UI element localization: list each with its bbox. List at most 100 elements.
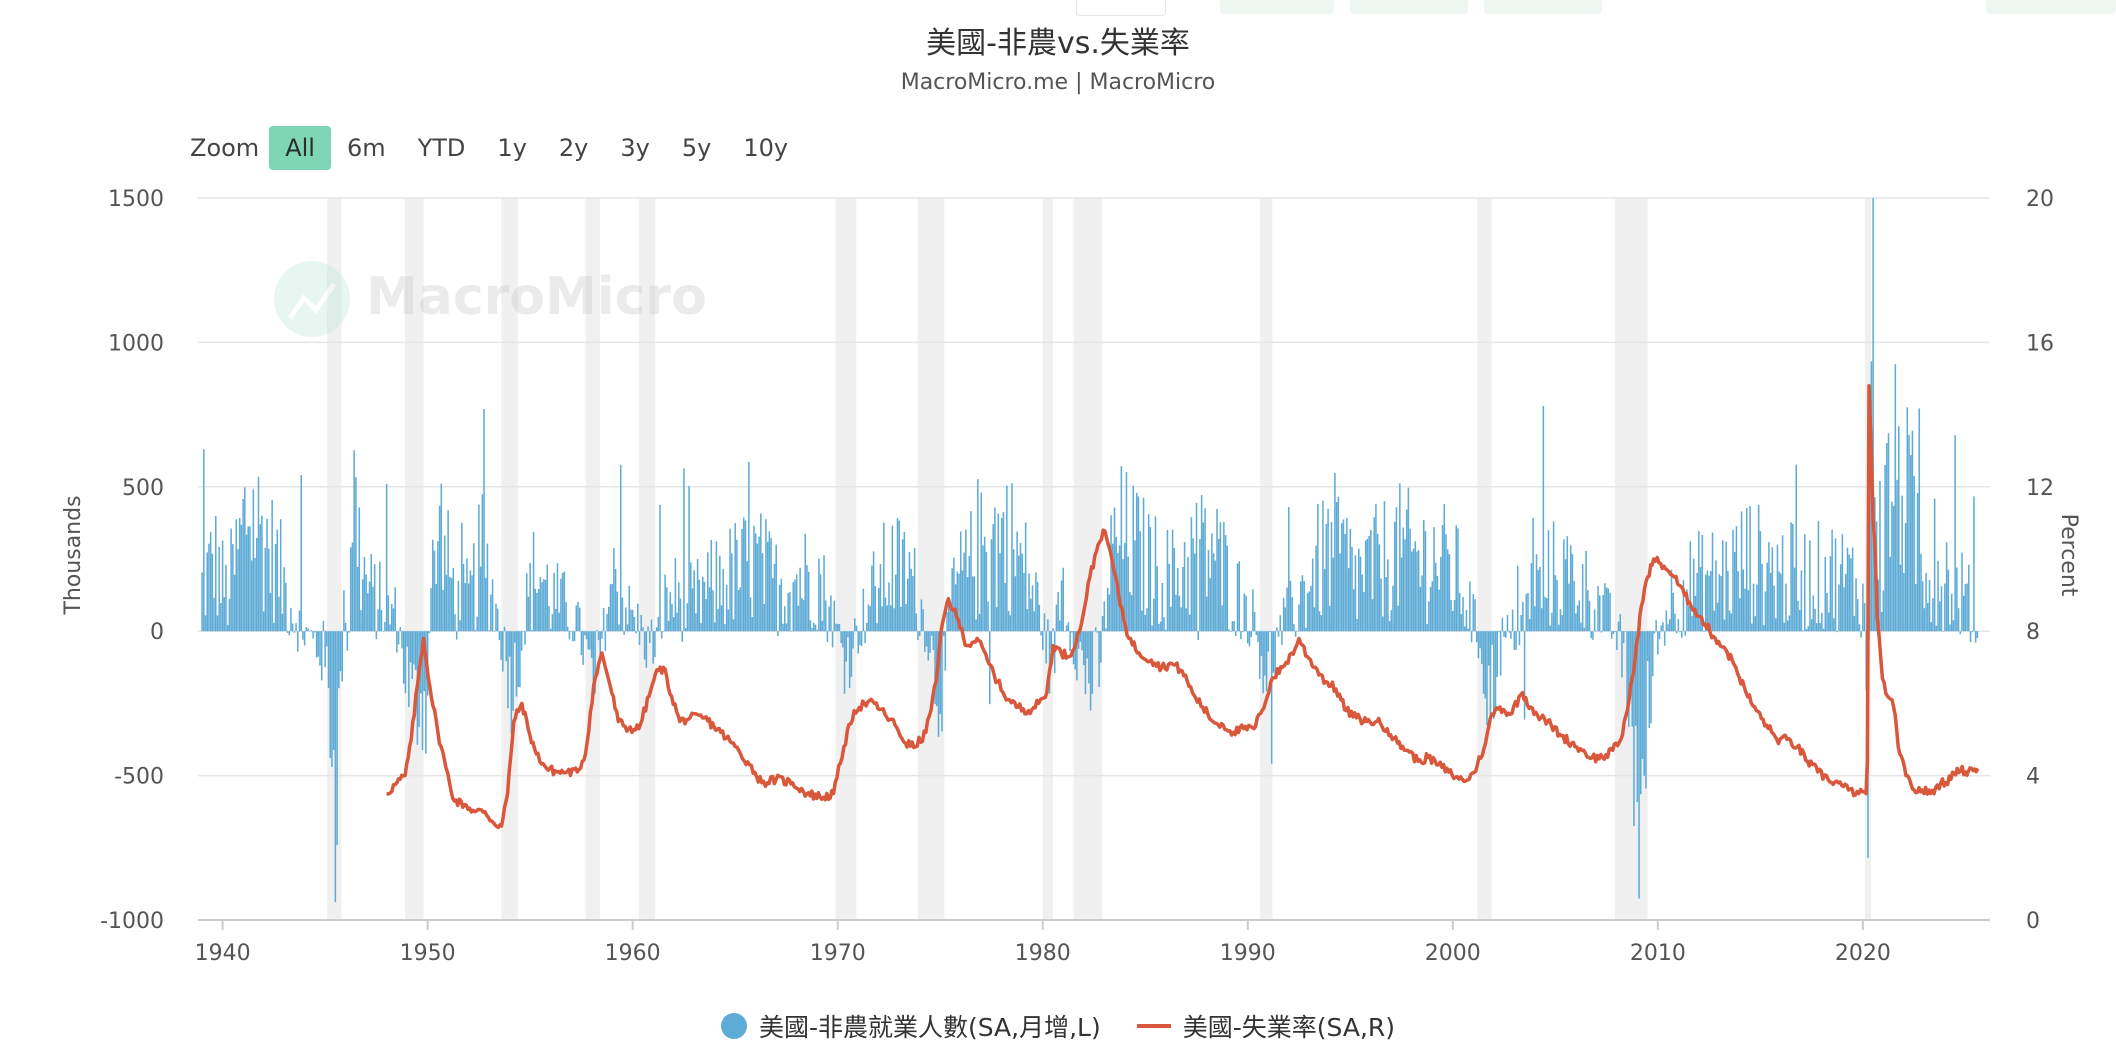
toolbar-button[interactable] bbox=[1220, 0, 1334, 14]
zoom-ytd-button[interactable]: YTD bbox=[417, 134, 466, 162]
payroll-bar bbox=[1098, 631, 1100, 687]
payroll-bar bbox=[963, 552, 965, 632]
payroll-bar bbox=[1916, 493, 1919, 632]
zoom-3y-button[interactable]: 3y bbox=[620, 134, 650, 162]
payroll-bar bbox=[666, 587, 668, 632]
payroll-bar bbox=[1949, 624, 1951, 632]
payroll-bar bbox=[865, 623, 868, 632]
payroll-bar bbox=[667, 620, 670, 632]
payroll-bar bbox=[1585, 550, 1587, 632]
toolbar-button[interactable] bbox=[1986, 0, 2116, 14]
payroll-bar bbox=[1551, 612, 1553, 632]
payroll-bar bbox=[760, 513, 762, 632]
payroll-bar bbox=[1713, 610, 1715, 632]
payroll-bar bbox=[731, 553, 733, 632]
payroll-bar bbox=[375, 631, 378, 640]
payroll-bar bbox=[1139, 531, 1141, 632]
payroll-bar bbox=[297, 631, 299, 652]
payroll-bar bbox=[707, 552, 709, 632]
payroll-bar bbox=[900, 606, 902, 632]
payroll-bar bbox=[1708, 575, 1710, 632]
legend-item-unemployment[interactable]: 美國-失業率(SA,R) bbox=[1136, 1008, 1395, 1044]
zoom-5y-button[interactable]: 5y bbox=[681, 134, 712, 162]
payroll-bar bbox=[801, 598, 803, 632]
payroll-bar bbox=[543, 579, 545, 632]
toolbar-button[interactable] bbox=[1076, 0, 1166, 16]
payroll-bar bbox=[867, 604, 870, 632]
payroll-bar bbox=[310, 630, 313, 632]
zoom-2y-button[interactable]: 2y bbox=[558, 134, 589, 162]
payroll-bar bbox=[811, 627, 813, 632]
payroll-bar bbox=[842, 631, 844, 648]
payroll-bar bbox=[1633, 631, 1635, 826]
payroll-bar bbox=[1612, 631, 1615, 634]
chart-title: 美國-非農vs.失業率 bbox=[926, 26, 1190, 61]
payroll-bar bbox=[1096, 631, 1099, 633]
payroll-bar bbox=[599, 631, 601, 661]
zoom-all-button[interactable]: All bbox=[269, 126, 331, 170]
payroll-bar bbox=[1084, 631, 1087, 695]
payroll-bar bbox=[389, 624, 391, 632]
payroll-bar bbox=[1747, 590, 1750, 632]
payroll-bar bbox=[1906, 407, 1909, 632]
payroll-bar bbox=[1903, 572, 1905, 632]
payroll-bar bbox=[1530, 563, 1533, 632]
payroll-bar bbox=[1270, 631, 1273, 764]
payroll-bar bbox=[1257, 631, 1259, 643]
payroll-bar bbox=[872, 551, 875, 632]
payroll-bar bbox=[1101, 615, 1104, 632]
payroll-bar bbox=[300, 475, 302, 632]
payroll-bar bbox=[956, 571, 959, 632]
payroll-bar bbox=[1710, 571, 1712, 632]
payroll-bar bbox=[1892, 505, 1895, 632]
zoom-1y-button[interactable]: 1y bbox=[497, 134, 527, 162]
payroll-bar bbox=[1749, 505, 1751, 632]
payroll-bar bbox=[1516, 565, 1519, 632]
payroll-bar bbox=[1194, 553, 1196, 632]
payroll-bar bbox=[838, 624, 841, 632]
payroll-bar bbox=[1462, 597, 1464, 632]
payroll-bar bbox=[1564, 559, 1567, 632]
payroll-bar bbox=[1129, 591, 1131, 632]
payroll-bar bbox=[917, 631, 919, 641]
payroll-bar bbox=[717, 608, 719, 632]
payroll-bar bbox=[1513, 631, 1516, 650]
payroll-bar bbox=[404, 631, 407, 694]
legend-item-nonfarm[interactable]: 美國-非農就業人數(SA,月增,L) bbox=[720, 1008, 1101, 1044]
payroll-bar bbox=[484, 577, 487, 632]
payroll-bar bbox=[271, 499, 273, 632]
payroll-bar bbox=[1180, 607, 1182, 632]
payroll-bar bbox=[664, 574, 666, 632]
payroll-bar bbox=[708, 587, 711, 632]
payroll-bar bbox=[303, 631, 306, 646]
payroll-bar bbox=[1433, 527, 1435, 632]
payroll-bar bbox=[1592, 631, 1594, 640]
payroll-bar bbox=[913, 547, 916, 632]
payroll-bar bbox=[772, 578, 774, 632]
payroll-bar bbox=[1566, 536, 1569, 632]
payroll-bar bbox=[1006, 485, 1008, 632]
toolbar-button[interactable] bbox=[1484, 0, 1602, 14]
payroll-bar bbox=[889, 605, 892, 632]
payroll-bar bbox=[859, 631, 861, 646]
zoom-6m-button[interactable]: 6m bbox=[346, 134, 386, 162]
payroll-bar bbox=[320, 631, 323, 681]
toolbar-button[interactable] bbox=[1350, 0, 1468, 14]
payroll-bar bbox=[1489, 631, 1492, 717]
payroll-bar bbox=[307, 628, 309, 632]
payroll-bar bbox=[503, 626, 506, 632]
payroll-bar bbox=[809, 620, 812, 632]
payroll-bar bbox=[522, 631, 525, 632]
payroll-bar bbox=[267, 548, 270, 632]
payroll-bar bbox=[290, 608, 292, 632]
payroll-bar bbox=[525, 573, 528, 632]
zoom-10y-button[interactable]: 10y bbox=[743, 134, 789, 162]
payroll-bar bbox=[669, 592, 672, 632]
payroll-bar bbox=[1698, 530, 1700, 632]
payroll-bar bbox=[1327, 508, 1329, 632]
payroll-bar bbox=[1974, 631, 1977, 643]
payroll-bar bbox=[884, 597, 887, 632]
payroll-bar bbox=[990, 539, 993, 632]
payroll-bar bbox=[1805, 629, 1808, 632]
payroll-bar bbox=[377, 609, 379, 632]
